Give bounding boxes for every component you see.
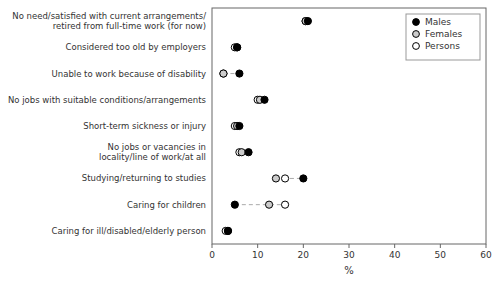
point — [281, 201, 288, 208]
x-tick-label: 40 — [389, 250, 401, 260]
legend-box — [406, 14, 480, 60]
y-tick-label: No jobs with suitable conditions/arrange… — [8, 95, 207, 105]
y-tick-label-line: locality/line of work/at all — [99, 152, 206, 162]
legend-label: Females — [425, 29, 463, 39]
y-tick-label-line: retired from full-time work (for now) — [53, 21, 206, 31]
point — [234, 44, 241, 51]
legend-marker — [413, 19, 420, 26]
point — [220, 70, 227, 77]
plot-frame — [212, 8, 486, 244]
plot-area — [220, 18, 312, 235]
point — [238, 149, 245, 156]
point — [234, 44, 241, 51]
y-tick-label: No need/satisfied with current arrangeme… — [12, 11, 206, 31]
x-axis-label: % — [344, 265, 354, 276]
legend-marker — [413, 43, 420, 50]
x-tick — [440, 244, 441, 248]
x-tick — [394, 244, 395, 248]
point — [220, 70, 227, 77]
point — [231, 201, 238, 208]
legend-label: Males — [425, 17, 451, 27]
y-tick-label: No jobs or vacancies inlocality/line of … — [99, 142, 206, 162]
point — [300, 175, 307, 182]
y-tick-label: Caring for children — [127, 200, 206, 210]
y-tick-label-line: Caring for ill/disabled/elderly person — [52, 226, 206, 236]
y-tick-label: Short-term sickness or injury — [83, 121, 206, 131]
y-tick-label: Caring for ill/disabled/elderly person — [52, 226, 206, 236]
legend-marker — [413, 31, 420, 38]
point — [265, 201, 272, 208]
y-tick-label-line: Studying/returning to studies — [82, 173, 207, 183]
y-tick-label: Unable to work because of disability — [52, 69, 206, 79]
point — [281, 175, 288, 182]
x-tick — [257, 244, 258, 248]
x-tick-label: 30 — [343, 250, 355, 260]
range-line — [235, 204, 285, 205]
x-tick-label: 50 — [435, 250, 447, 260]
x-tick-label: 60 — [480, 250, 492, 260]
legend: Males Females Persons — [406, 14, 480, 60]
x-tick-label: 20 — [298, 250, 310, 260]
chart: 0 10 20 30 40 50 60% No need/satisfied with cur… — [0, 0, 496, 284]
x-tick-label: 10 — [252, 250, 264, 260]
point — [304, 18, 311, 25]
y-tick-label-line: Short-term sickness or injury — [83, 121, 206, 131]
point — [272, 175, 279, 182]
y-tick-label-line: Considered too old by employers — [66, 42, 207, 52]
y-tick-label-line: No jobs with suitable conditions/arrange… — [8, 95, 207, 105]
x-tick — [349, 244, 350, 248]
point — [245, 149, 252, 156]
y-tick-label-line: No need/satisfied with current arrangeme… — [12, 11, 206, 21]
point — [224, 227, 231, 234]
point — [224, 227, 231, 234]
range-line — [276, 178, 303, 179]
y-tick-label: Considered too old by employers — [66, 42, 207, 52]
point — [236, 70, 243, 77]
y-tick-label-line: Unable to work because of disability — [52, 69, 206, 79]
y-tick-label: Studying/returning to studies — [82, 173, 207, 183]
y-tick-label-line: No jobs or vacancies in — [108, 142, 206, 152]
point — [261, 96, 268, 103]
y-tick-label-line: Caring for children — [127, 200, 206, 210]
point — [236, 122, 243, 129]
x-tick — [212, 244, 213, 248]
x-tick — [486, 244, 487, 248]
legend-label: Persons — [425, 41, 460, 51]
x-tick-label: 0 — [209, 250, 215, 260]
x-tick — [303, 244, 304, 248]
